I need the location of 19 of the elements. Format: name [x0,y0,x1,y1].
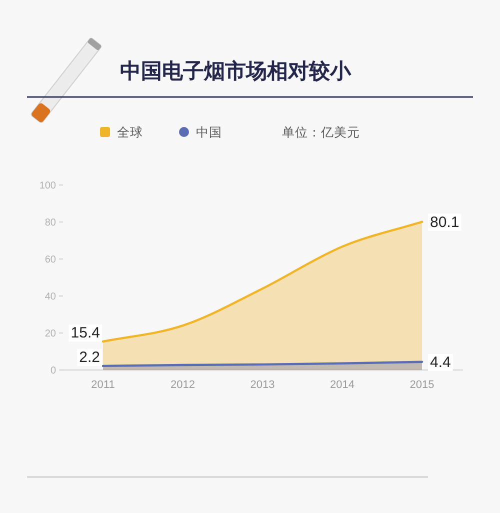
y-tick-label: 80 [44,218,56,228]
y-tick-label: 0 [50,366,56,376]
y-tick-label: 40 [44,292,56,302]
data-label: 80.1 [430,214,460,231]
text: 单位：亿美元 [282,124,360,140]
x-tick-label: 2014 [330,379,354,391]
data-label: 4.4 [430,354,451,371]
x-tick-label: 2012 [170,379,195,391]
legend-label: 中国 [196,126,222,140]
x-tick-label: 2013 [250,379,275,391]
x-tick-label: 2015 [410,379,434,391]
data-label: 2.2 [79,348,100,366]
x-tick-label: 2011 [91,379,115,391]
y-tick-label: 100 [39,180,56,192]
y-tick-label: 20 [44,328,56,340]
data-label: 15.4 [70,324,100,342]
y-tick-label: 60 [44,254,56,266]
chart-title: 中国电子烟市场相对较小 [120,59,352,83]
legend-label: 全球 [117,126,143,140]
